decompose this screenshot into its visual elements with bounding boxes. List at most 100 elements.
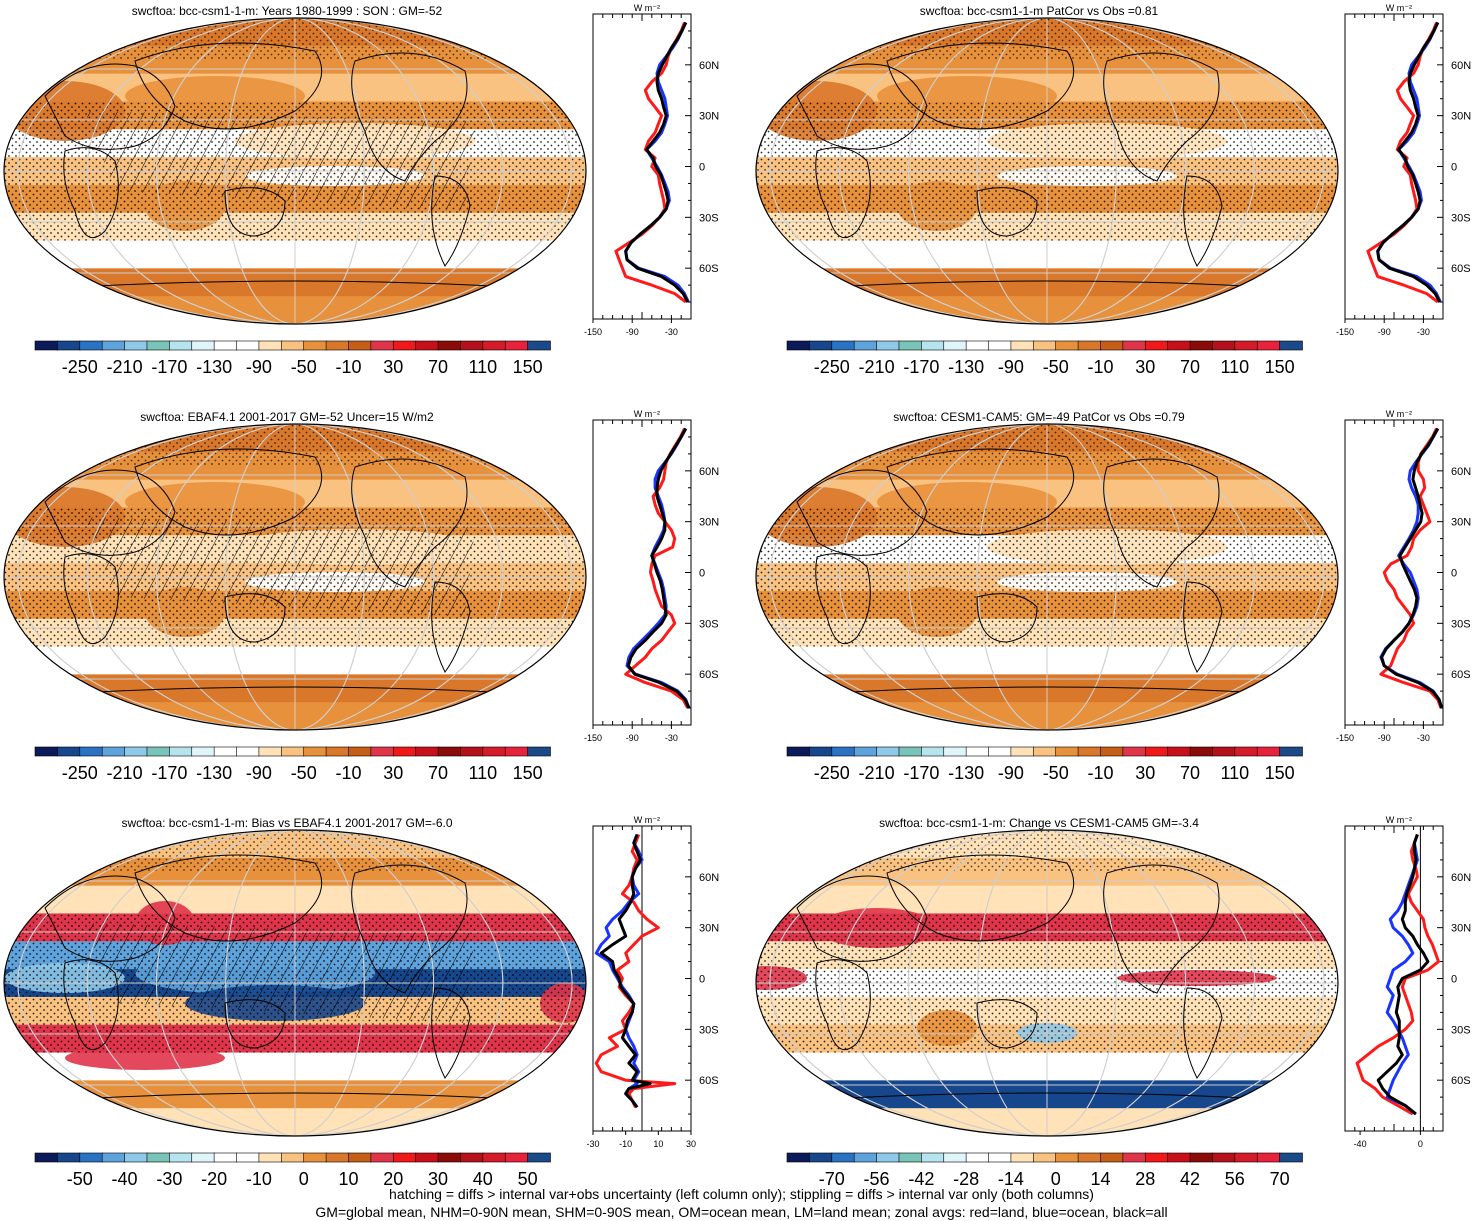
zonal-xtick-label: -90 (626, 327, 639, 337)
colorbar-swatch (34, 340, 59, 351)
footer-line-1: hatching = diffs > internal var+obs unce… (389, 1186, 1094, 1202)
colorbar-swatch (57, 746, 81, 757)
zonal-lat-label: 60N (1451, 60, 1471, 72)
colorbar-label: -170 (151, 357, 187, 377)
footer-line-2: GM=global mean, NHM=0-90N mean, SHM=0-90… (315, 1204, 1168, 1220)
coastline (134, 854, 323, 942)
zonal-plot: W m⁻² -150 -90 -30 60N 30N 0 30S 60S (584, 409, 719, 743)
colorbar-swatch (1167, 746, 1191, 757)
coastline (63, 959, 119, 1051)
colorbar-swatch (370, 340, 395, 351)
colorbar-swatch (124, 1152, 148, 1163)
zonal-lat-label: 60N (1451, 466, 1471, 478)
colorbar-swatch (1122, 1152, 1147, 1163)
colorbar-swatch (348, 1152, 372, 1163)
colorbar-label: -10 (1087, 357, 1113, 377)
zonal-lat-label: 60S (1451, 263, 1471, 275)
colorbar-swatch (101, 340, 126, 351)
colorbar-swatch (281, 340, 305, 351)
zonal-series-land (1355, 833, 1440, 1116)
hatching (85, 111, 475, 211)
hatching (85, 517, 475, 617)
colorbar-swatch (504, 1152, 529, 1163)
colorbar-swatch (965, 1152, 990, 1163)
colorbar-swatch (191, 1152, 215, 1163)
coastline (886, 42, 1075, 130)
zonal-units-label: W m⁻² (634, 815, 660, 825)
coastline (351, 864, 468, 994)
colorbar-label: 10 (338, 1169, 358, 1189)
colorbar-swatch (965, 746, 990, 757)
colorbar-label: -50 (291, 763, 317, 783)
colorbar: -250 -210 -170 -130 -90 -50 -10 30 70 110 150 (786, 746, 1303, 783)
colorbar-label: 70 (428, 763, 448, 783)
zonal-series-all (1376, 833, 1430, 1116)
colorbar-swatch (482, 1152, 507, 1163)
zonal-units-label: W m⁻² (1386, 3, 1412, 13)
colorbar: -70 -56 -42 -28 -14 0 14 28 42 56 70 (786, 1152, 1303, 1189)
colorbar-label: -30 (156, 1169, 182, 1189)
colorbar-swatch (79, 340, 103, 351)
colorbar-swatch (1010, 1152, 1035, 1163)
zonal-lat-label: 60N (699, 872, 719, 884)
zonal-xtick-label: 0 (1418, 1139, 1423, 1149)
colorbar-swatch (258, 746, 283, 757)
coastline (796, 875, 928, 962)
panel-p3: swcftoa: EBAF4.1 2001-2017 GM=-52 Uncer=… (3, 409, 719, 783)
map-p5 (4, 830, 586, 1136)
colorbar-swatch (437, 1152, 462, 1163)
zonal-series-all (1380, 427, 1444, 709)
coastline (44, 875, 176, 962)
colorbar-label: -210 (859, 357, 895, 377)
zonal-xtick-label: -90 (626, 733, 639, 743)
colorbar-label: 110 (468, 357, 497, 377)
coastline (63, 553, 119, 645)
zonal-lat-label: 30S (1451, 1024, 1471, 1036)
panel-p1: swcftoa: bcc-csm1-1-m: Years 1980-1999 :… (3, 3, 719, 377)
coastline (1183, 175, 1223, 267)
colorbar-label: -130 (948, 763, 984, 783)
colorbar-swatch (1212, 746, 1236, 757)
colorbar-swatch (1279, 340, 1303, 351)
colorbar-label: 40 (473, 1169, 493, 1189)
colorbar-swatch (348, 340, 372, 351)
colorbar-label: 56 (1225, 1169, 1245, 1189)
panel-p4: swcftoa: CESM1-CAM5: GM=-49 PatCor vs Ob… (755, 409, 1471, 783)
colorbar-swatch (1122, 746, 1147, 757)
colorbar-label: 30 (383, 357, 403, 377)
colorbar-swatch (258, 1152, 283, 1163)
zonal-lat-label: 0 (1451, 974, 1457, 986)
colorbar-swatch (281, 1152, 305, 1163)
colorbar-swatch (1055, 1152, 1079, 1163)
colorbar-swatch (1189, 746, 1214, 757)
zonal-series-all (626, 427, 691, 709)
colorbar-swatch (146, 340, 171, 351)
colorbar-swatch (809, 1152, 833, 1163)
colorbar-label: -10 (335, 763, 361, 783)
colorbar-label: -14 (998, 1169, 1024, 1189)
colorbar-swatch (258, 340, 283, 351)
colorbar-swatch (527, 340, 551, 351)
colorbar-swatch (943, 340, 967, 351)
zonal-lat-label: 30N (699, 111, 719, 123)
zonal-series-all (624, 21, 690, 303)
coastline (134, 448, 323, 536)
zonal-series-land (594, 833, 677, 1108)
coastline (886, 854, 1075, 942)
colorbar-swatch (415, 1152, 439, 1163)
coastline (815, 553, 871, 645)
colorbar-swatch (169, 340, 193, 351)
zonal-series-all (599, 833, 652, 1109)
zonal-plot: W m⁻² -40 0 60N 30N 0 30S 60S (1344, 815, 1471, 1149)
colorbar-swatch (921, 340, 945, 351)
zonal-xtick-label: -150 (584, 327, 602, 337)
colorbar-label: 50 (518, 1169, 538, 1189)
colorbar-swatch (527, 746, 551, 757)
panel-p6: swcftoa: bcc-csm1-1-m: Change vs CESM1-C… (755, 815, 1471, 1189)
panel-title: swcftoa: bcc-csm1-1-m: Years 1980-1999 :… (132, 4, 443, 18)
colorbar-swatch (415, 340, 439, 351)
colorbar-swatch (101, 1152, 126, 1163)
colorbar-swatch (79, 1152, 103, 1163)
colorbar-label: 110 (468, 763, 497, 783)
coastline (796, 469, 928, 556)
